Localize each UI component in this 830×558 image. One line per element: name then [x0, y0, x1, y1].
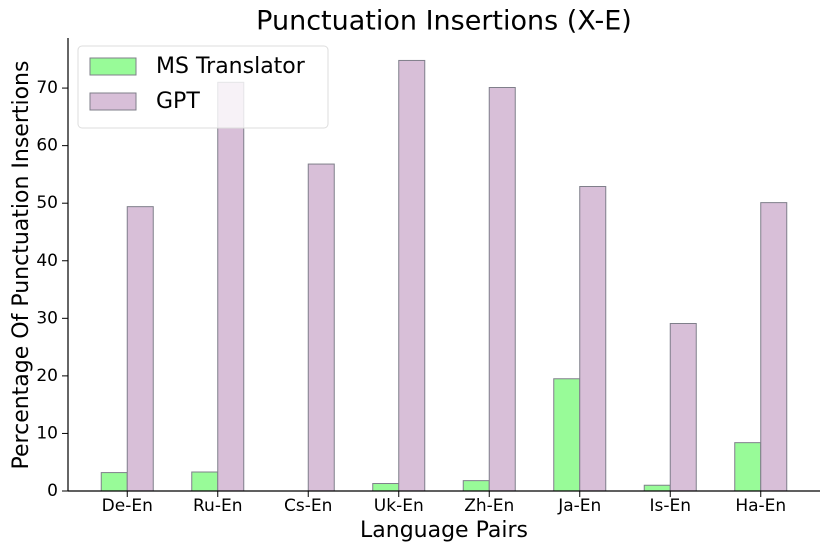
bar — [669, 322, 697, 492]
legend-label: MS Translator — [156, 54, 306, 79]
x-tick-label: Cs-En — [284, 496, 332, 516]
bar — [100, 472, 128, 492]
y-axis-label: Percentage Of Punctuation Insertions — [9, 61, 34, 470]
x-tick-label: Zh-En — [464, 496, 514, 516]
legend-swatch — [89, 57, 137, 76]
bar — [579, 186, 607, 492]
y-tick-label: 20 — [36, 366, 58, 386]
y-tick-label: 70 — [36, 78, 58, 98]
y-tick-label: 50 — [36, 193, 58, 213]
bar — [126, 206, 154, 492]
y-tick-label: 30 — [36, 308, 58, 328]
bar — [760, 202, 788, 492]
bar — [488, 87, 516, 492]
x-tick-label: Uk-En — [374, 496, 424, 516]
bar — [191, 471, 219, 492]
y-tick-label: 0 — [47, 481, 58, 501]
chart-title: Punctuation Insertions (X-E) — [256, 6, 632, 37]
bar — [217, 81, 245, 492]
x-tick-label: Ha-En — [735, 496, 786, 516]
bar — [462, 480, 490, 492]
legend-label: GPT — [156, 89, 200, 114]
x-tick-label: De-En — [102, 496, 153, 516]
y-tick-label: 60 — [36, 136, 58, 156]
x-tick-label: Ja-En — [557, 496, 601, 516]
x-tick-label: Is-En — [649, 496, 691, 516]
x-tick-label: Ru-En — [193, 496, 242, 516]
bar — [553, 378, 581, 492]
legend-swatch — [89, 92, 137, 111]
bar — [734, 442, 762, 492]
y-tick-label: 10 — [36, 423, 58, 443]
bar — [398, 59, 426, 492]
bar — [307, 163, 335, 492]
legend-box — [77, 45, 329, 129]
bar — [643, 484, 671, 492]
x-axis-label: Language Pairs — [360, 518, 528, 543]
bar — [372, 483, 400, 492]
y-tick-label: 40 — [36, 251, 58, 271]
